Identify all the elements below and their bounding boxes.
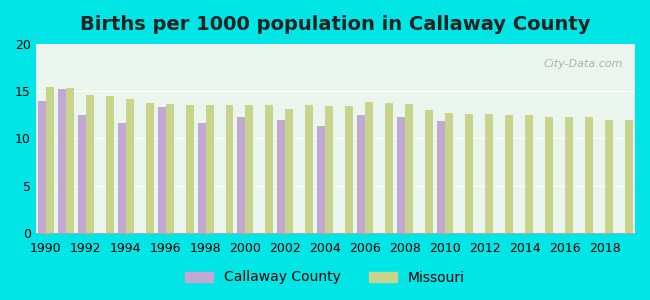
Bar <box>425 110 434 233</box>
Bar <box>445 113 453 233</box>
Bar <box>46 87 54 233</box>
Bar <box>358 115 365 233</box>
Bar <box>525 115 533 233</box>
Bar <box>625 119 633 233</box>
Bar <box>146 103 153 233</box>
Bar <box>385 103 393 233</box>
Bar <box>585 117 593 233</box>
Bar <box>406 104 413 233</box>
Bar <box>326 106 333 233</box>
Text: City-Data.com: City-Data.com <box>543 59 623 69</box>
Legend: Callaway County, Missouri: Callaway County, Missouri <box>180 265 470 290</box>
Bar <box>58 89 66 233</box>
Bar <box>345 106 354 233</box>
Bar <box>605 119 613 233</box>
Bar <box>125 99 134 233</box>
Bar <box>66 88 73 233</box>
Bar <box>317 126 326 233</box>
Bar <box>166 104 174 233</box>
Bar <box>285 109 293 233</box>
Bar <box>437 122 445 233</box>
Bar <box>278 119 285 233</box>
Bar <box>465 114 473 233</box>
Bar <box>86 95 94 233</box>
Bar <box>265 105 274 233</box>
Bar <box>38 100 46 233</box>
Bar <box>118 123 125 233</box>
Bar <box>565 117 573 233</box>
Bar <box>185 105 194 233</box>
Bar <box>198 123 205 233</box>
Bar <box>485 114 493 233</box>
Bar <box>226 105 233 233</box>
Title: Births per 1000 population in Callaway County: Births per 1000 population in Callaway C… <box>80 15 591 34</box>
Bar <box>306 105 313 233</box>
Bar <box>205 105 213 233</box>
Bar <box>365 102 373 233</box>
Bar <box>545 117 553 233</box>
Bar <box>157 107 166 233</box>
Bar <box>397 117 406 233</box>
Bar <box>246 105 254 233</box>
Bar <box>237 117 246 233</box>
Bar <box>78 115 86 233</box>
Bar <box>106 96 114 233</box>
Bar <box>505 115 513 233</box>
